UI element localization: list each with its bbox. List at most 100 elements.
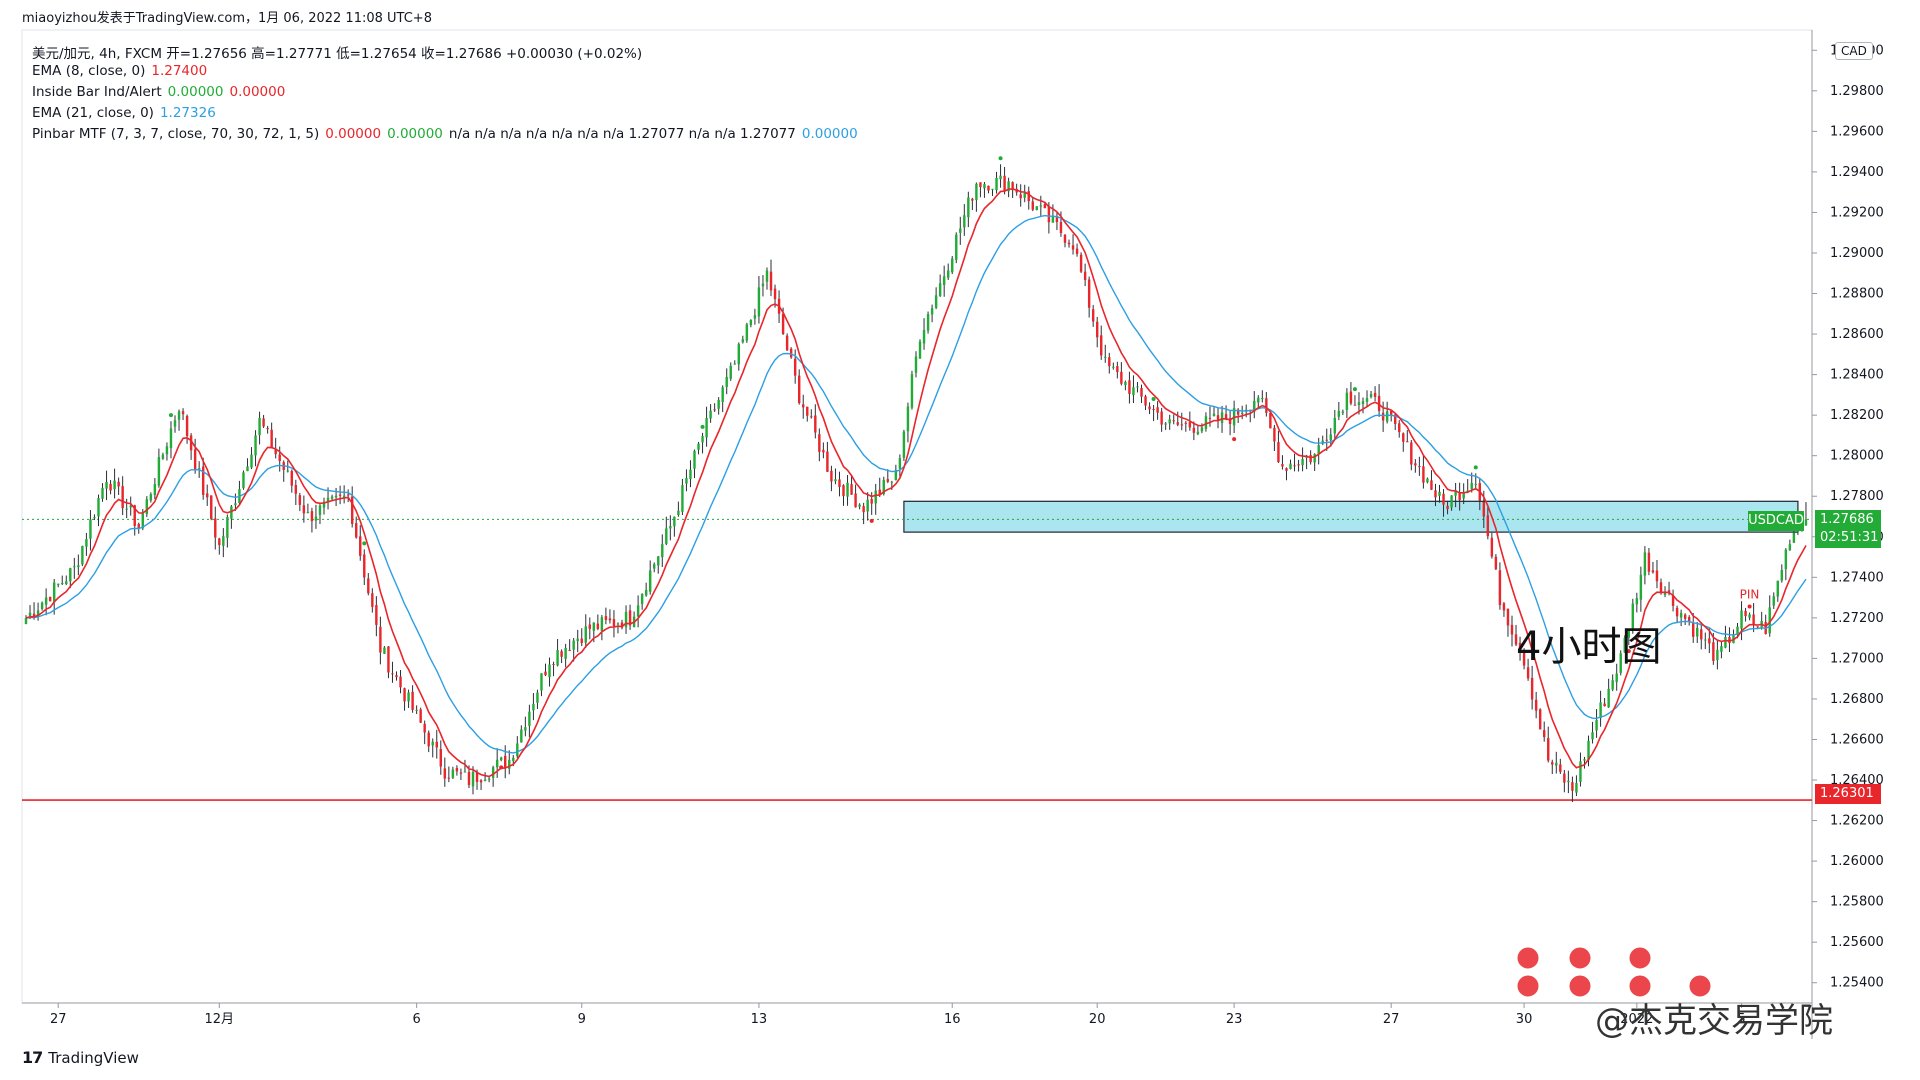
y-tick-label: 1.28000 <box>1830 449 1884 464</box>
candle-body <box>793 358 797 376</box>
candle-body <box>709 410 712 419</box>
candle-body <box>1567 780 1570 783</box>
legend-value: 0.00000 <box>801 126 858 142</box>
candle-body <box>552 663 555 665</box>
candle-body <box>842 485 845 497</box>
candle-body <box>858 504 861 507</box>
candle-body <box>459 772 463 774</box>
support-price-tag: 1.26301 <box>1815 784 1881 804</box>
candle-body <box>455 767 459 772</box>
candle-body <box>1224 414 1228 419</box>
candle-body <box>1216 415 1220 422</box>
legend-label: Pinbar MTF (7, 3, 7, close, 70, 30, 72, … <box>32 126 320 142</box>
candle-body <box>508 759 511 769</box>
legend-row-ema21[interactable]: EMA (21, close, 0) 1.27326 <box>32 105 216 121</box>
candle-body <box>1603 703 1606 707</box>
candle-body <box>1204 416 1208 429</box>
candle-body <box>657 556 660 566</box>
candle-body <box>1337 410 1341 417</box>
candle-body <box>773 288 777 300</box>
legend-row-symbol[interactable]: 美元/加元, 4h, FXCM 开=1.27656 高=1.27771 低=1.… <box>32 42 642 62</box>
candle-body <box>528 711 531 726</box>
candle-body <box>1418 466 1421 468</box>
candle-body <box>1422 466 1425 483</box>
candle-body <box>1293 465 1296 467</box>
candle-body <box>1192 427 1196 433</box>
legend-row-ema8[interactable]: EMA (8, close, 0) 1.27400 <box>32 63 207 79</box>
candle-body <box>536 692 539 703</box>
candle-body <box>427 732 430 747</box>
candle-body <box>1091 309 1095 322</box>
countdown-tag: 02:51:31 <box>1815 528 1881 548</box>
candle-body <box>1341 411 1345 413</box>
candle-body <box>991 188 994 190</box>
candle-body <box>1454 491 1457 496</box>
candle-body <box>250 454 253 468</box>
candle-body <box>834 479 837 482</box>
y-tick-label: 1.26200 <box>1830 814 1884 829</box>
candle-body <box>395 675 398 678</box>
candle-body <box>121 486 124 509</box>
legend-row-pinbar[interactable]: Pinbar MTF (7, 3, 7, close, 70, 30, 72, … <box>32 126 858 142</box>
brand-text: TradingView <box>48 1049 139 1067</box>
candle-body <box>1708 638 1711 644</box>
tradingview-brand[interactable]: 17 TradingView <box>22 1048 139 1067</box>
candle-body <box>367 578 370 594</box>
candle-body <box>1128 380 1131 394</box>
candle-body <box>201 466 205 495</box>
candle-body <box>1184 422 1188 424</box>
candle-body <box>1087 279 1091 308</box>
candle-body <box>1003 175 1006 191</box>
candle-body <box>1772 596 1775 606</box>
legend-value: 0.00000 <box>167 84 224 100</box>
candle-body <box>1273 427 1276 442</box>
candle-body <box>1587 740 1590 761</box>
candle-body <box>1011 182 1014 190</box>
candle-body <box>310 511 314 522</box>
candle-body <box>733 363 736 365</box>
candle-body <box>1514 634 1518 645</box>
candle-body <box>471 771 475 787</box>
candle-body <box>1083 271 1087 280</box>
candle-body <box>1373 392 1377 397</box>
candle-body <box>254 435 257 456</box>
candle-body <box>479 780 483 783</box>
candle-body <box>572 640 575 650</box>
candle-body <box>846 482 849 497</box>
candle-body <box>568 649 571 651</box>
candle-body <box>713 409 716 411</box>
candle-body <box>745 324 749 341</box>
economic-event-icon <box>1568 974 1592 998</box>
currency-button[interactable]: CAD <box>1835 42 1873 60</box>
signal-marker <box>168 413 173 418</box>
candle-body <box>181 411 185 415</box>
candle-body <box>1152 408 1155 410</box>
candle-body <box>902 431 906 458</box>
candle-body <box>342 495 346 498</box>
legend-label: EMA (21, close, 0) <box>32 105 154 121</box>
candle-body <box>1615 673 1618 683</box>
candle-body <box>1498 570 1502 606</box>
tradingview-logo-icon: 17 <box>22 1048 43 1067</box>
candle-body <box>1317 445 1320 454</box>
candle-body <box>423 723 426 733</box>
publisher-header: miaoyizhou发表于TradingView.com，1月 06, 2022… <box>22 11 432 26</box>
candle-body <box>1345 392 1349 411</box>
legend-label: EMA (8, close, 0) <box>32 63 146 79</box>
candle-body <box>387 646 390 673</box>
candle-body <box>1696 627 1699 637</box>
candle-body <box>1043 204 1047 209</box>
candle-body <box>262 418 265 427</box>
economic-event-icon <box>1628 974 1652 998</box>
candle-body <box>741 339 745 343</box>
legend-row-inside-bar[interactable]: Inside Bar Ind/Alert 0.00000 0.00000 <box>32 84 285 100</box>
candle-body <box>1426 478 1429 483</box>
timeframe-note: 4小时图 <box>1516 624 1662 670</box>
candle-body <box>346 494 350 496</box>
candle-body <box>963 215 966 228</box>
candle-body <box>270 429 273 449</box>
candle-body <box>1297 464 1300 466</box>
candle-body <box>532 703 535 711</box>
x-tick-label: 2022 <box>1620 1012 1653 1027</box>
